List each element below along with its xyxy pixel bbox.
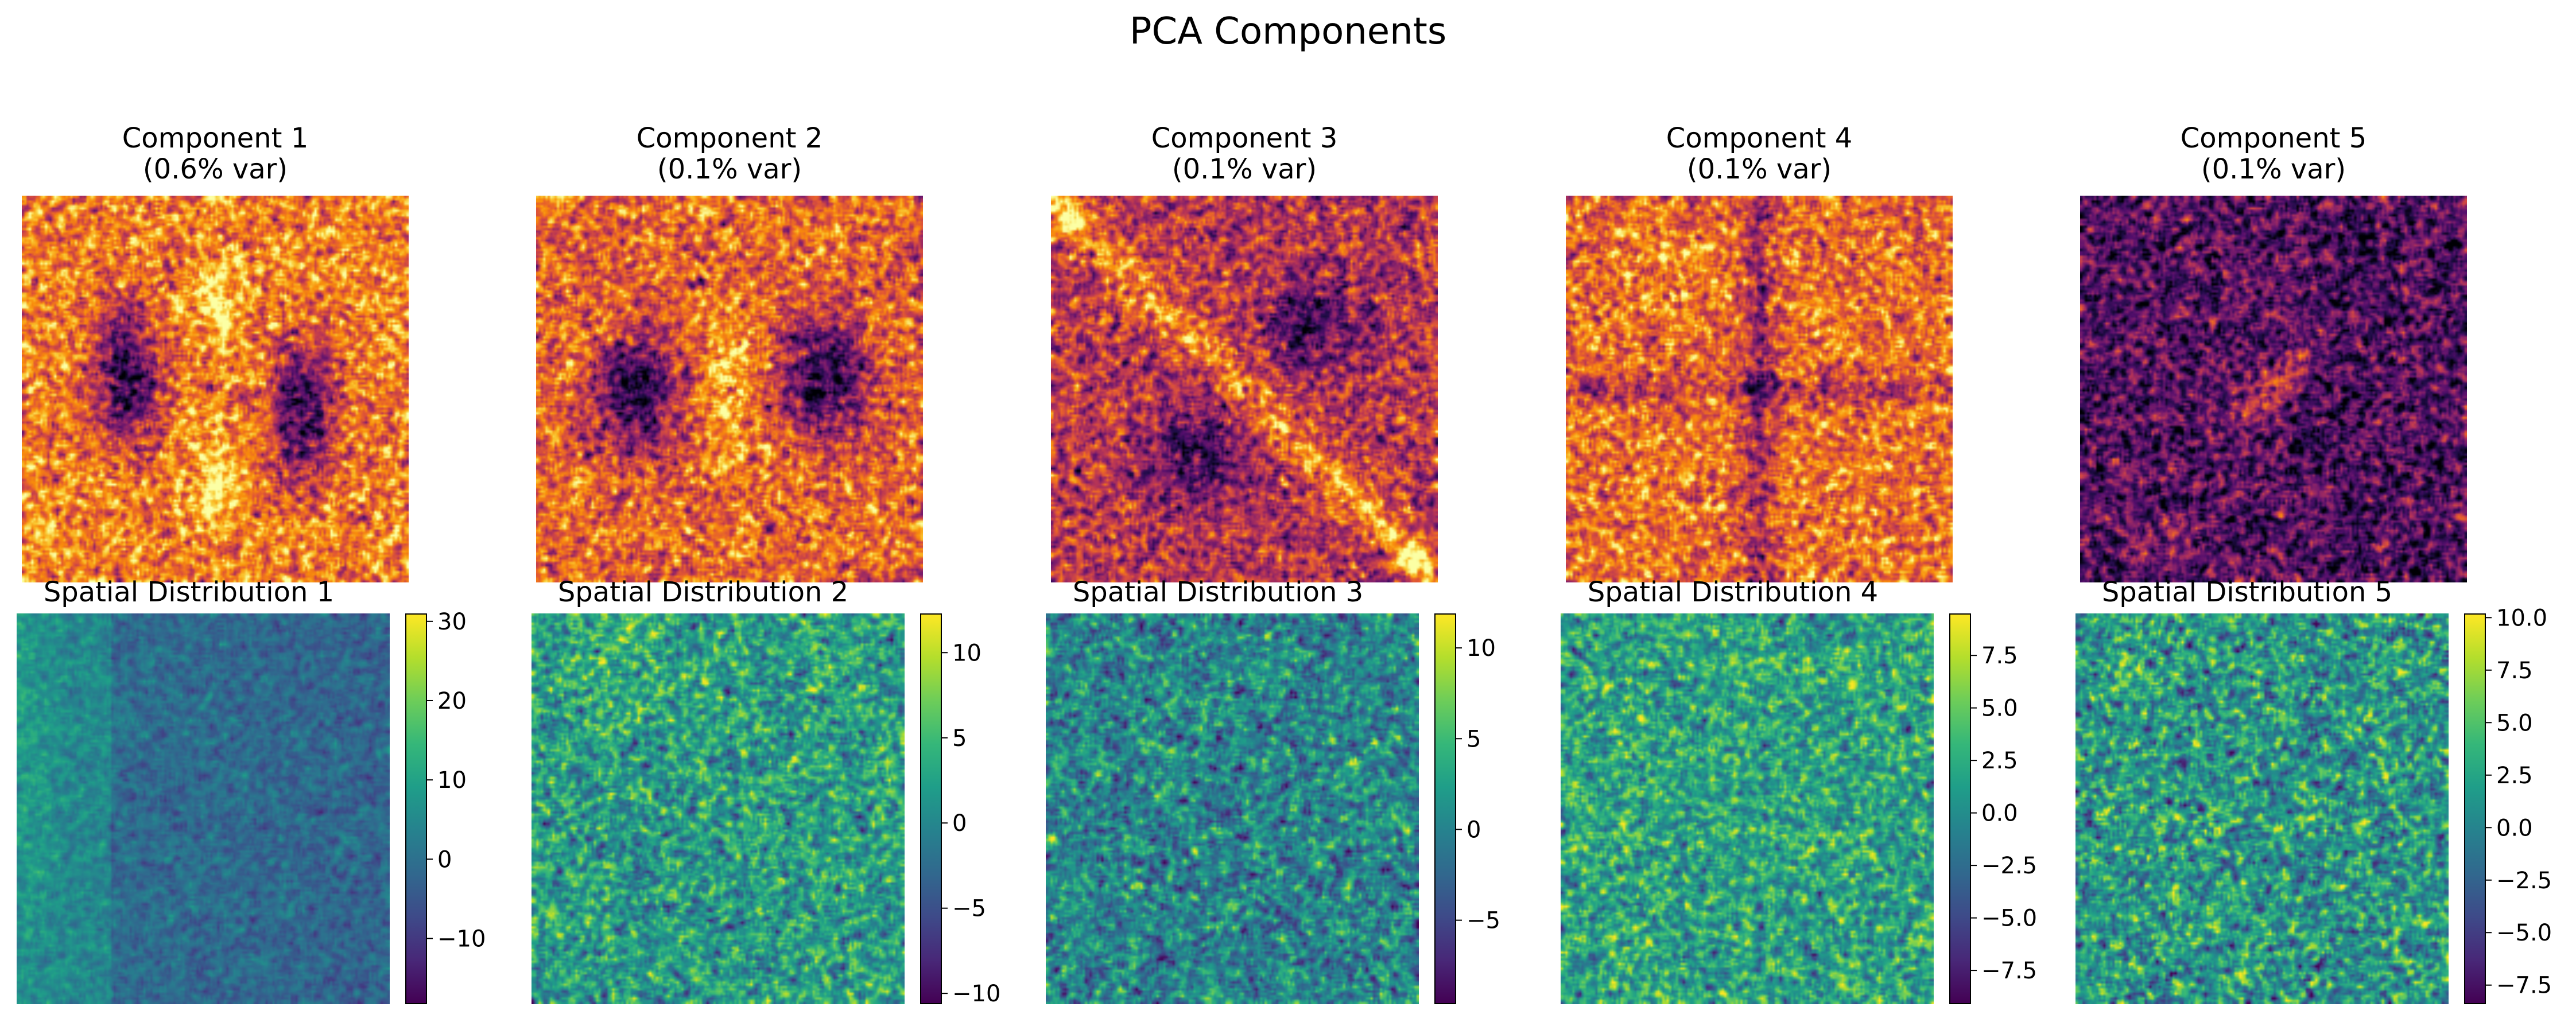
colorbar-tick-label: 0	[437, 846, 452, 873]
colorbar-tick-label: 0.0	[1981, 800, 2018, 827]
component-5-heatmap	[2080, 196, 2467, 582]
component-4-heatmap	[1566, 196, 1953, 582]
spatial-1-heatmap	[17, 613, 390, 1004]
colorbar-tick-label: −5.0	[2496, 920, 2552, 946]
colorbar-tick-label: −2.5	[1981, 853, 2037, 879]
colorbar-tick-label: 2.5	[2496, 763, 2533, 789]
component-5-title: Component 5 (0.1% var)	[2180, 122, 2367, 185]
colorbar-tick-label: 7.5	[1981, 643, 2018, 669]
spatial-4-title: Spatial Distribution 4	[1587, 576, 1879, 608]
colorbar-tick-label: 10	[437, 767, 467, 794]
colorbar-tick-label: −7.5	[2496, 973, 2552, 999]
spatial-3-title: Spatial Distribution 3	[1072, 576, 1364, 608]
component-2-heatmap	[536, 196, 923, 582]
colorbar-tick-label: −10	[437, 926, 486, 952]
spatial-5-heatmap	[2075, 613, 2449, 1004]
colorbar-tick-label: 2.5	[1981, 748, 2018, 774]
colorbar-tick-label: −2.5	[2496, 868, 2552, 894]
colorbar-tick-label: 5.0	[2496, 710, 2533, 736]
colorbar-tick-label: −10	[952, 981, 1000, 1007]
colorbar-tick-label: 7.5	[2496, 658, 2533, 684]
colorbar-tick-label: 5	[1467, 726, 1481, 752]
colorbar-tick-label: 0	[952, 810, 967, 837]
colorbar-3-axis: 10 5 0 −5	[1456, 635, 1500, 934]
colorbar-tick-label: 0.0	[2496, 815, 2533, 841]
colorbar-tick-label: 10	[1467, 635, 1496, 662]
colorbar-1-axis: 30 20 10 0 −10	[427, 609, 486, 952]
spatial-2-heatmap	[532, 613, 905, 1004]
spatial-2-title: Spatial Distribution 2	[557, 576, 849, 608]
figure-title: PCA Components	[1129, 10, 1447, 53]
colorbar-tick-label: −5.0	[1981, 905, 2037, 932]
colorbar-5-axis: 10.0 7.5 5.0 2.5 0.0 −2.5 −5.0 −7.5	[2486, 605, 2552, 999]
colorbar-tick-label: −7.5	[1981, 958, 2037, 984]
component-4-title: Component 4 (0.1% var)	[1666, 122, 1853, 185]
colorbar-tick-label: 5.0	[1981, 695, 2018, 722]
colorbar-1	[405, 613, 427, 1004]
colorbar-3	[1434, 613, 1456, 1004]
colorbar-tick-label: 5	[952, 725, 967, 752]
colorbar-2	[920, 613, 942, 1004]
spatial-3-heatmap	[1046, 613, 1419, 1004]
component-2-title: Component 2 (0.1% var)	[636, 122, 823, 185]
component-3-title: Component 3 (0.1% var)	[1151, 122, 1338, 185]
component-1-title: Component 1 (0.6% var)	[122, 122, 309, 185]
component-1-heatmap	[22, 196, 409, 582]
colorbar-tick-label: 10	[952, 640, 981, 666]
colorbar-5	[2464, 613, 2486, 1004]
colorbar-tick-label: 20	[437, 688, 467, 714]
component-3-heatmap	[1051, 196, 1438, 582]
spatial-1-title: Spatial Distribution 1	[43, 576, 335, 608]
colorbar-tick-label: −5	[952, 896, 986, 922]
colorbar-4-axis: 7.5 5.0 2.5 0.0 −2.5 −5.0 −7.5	[1971, 643, 2037, 984]
colorbar-tick-label: 0	[1467, 817, 1481, 843]
colorbar-tick-label: 10.0	[2496, 605, 2547, 631]
spatial-4-heatmap	[1561, 613, 1934, 1004]
spatial-5-title: Spatial Distribution 5	[2101, 576, 2393, 608]
colorbar-4	[1949, 613, 1971, 1004]
colorbar-2-axis: 10 5 0 −5 −10	[942, 640, 1000, 1007]
colorbar-tick-label: −5	[1467, 908, 1500, 934]
colorbar-tick-label: 30	[437, 609, 467, 635]
